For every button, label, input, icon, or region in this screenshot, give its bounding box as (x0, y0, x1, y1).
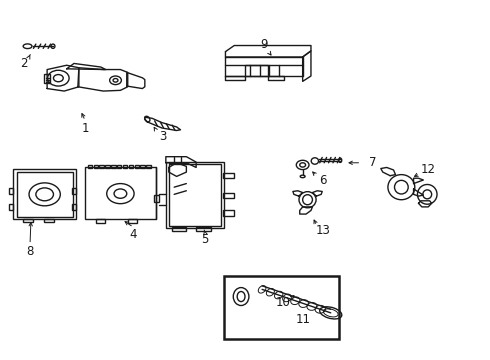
Text: 8: 8 (26, 245, 34, 258)
Bar (166, 162, 223, 228)
Text: 4: 4 (130, 228, 137, 241)
Bar (223, 211, 234, 216)
Text: 11: 11 (296, 312, 311, 326)
Bar (23, 219, 33, 222)
Bar (8, 188, 13, 194)
Bar (245, 65, 269, 76)
Bar (94, 165, 98, 168)
Text: 6: 6 (319, 174, 327, 186)
Text: 5: 5 (201, 233, 209, 246)
Text: 3: 3 (159, 130, 167, 143)
Bar (88, 165, 92, 168)
Bar (129, 165, 133, 168)
Bar (135, 165, 139, 168)
Bar (147, 165, 151, 168)
Bar (8, 204, 13, 211)
Bar (141, 165, 145, 168)
Bar (196, 227, 211, 231)
Bar (128, 219, 137, 223)
Bar (117, 165, 122, 168)
Bar (72, 204, 76, 211)
Text: 10: 10 (275, 296, 290, 309)
Text: 1: 1 (81, 122, 89, 135)
Bar (223, 173, 234, 178)
Bar (72, 188, 76, 194)
Text: 9: 9 (260, 38, 268, 51)
Bar (44, 74, 49, 83)
Bar (111, 165, 116, 168)
Text: 13: 13 (316, 224, 331, 238)
Bar (223, 193, 234, 198)
Bar (17, 172, 73, 217)
Bar (85, 167, 156, 220)
Bar (154, 195, 159, 202)
Text: 7: 7 (369, 156, 377, 169)
Bar (105, 165, 110, 168)
Bar (123, 165, 127, 168)
Bar (44, 219, 54, 222)
Bar (13, 169, 76, 220)
Text: 2: 2 (20, 57, 27, 70)
Bar (96, 219, 105, 223)
Bar (224, 276, 339, 338)
Bar (172, 227, 186, 231)
Text: 12: 12 (421, 163, 436, 176)
Bar (99, 165, 104, 168)
Bar (169, 164, 220, 226)
